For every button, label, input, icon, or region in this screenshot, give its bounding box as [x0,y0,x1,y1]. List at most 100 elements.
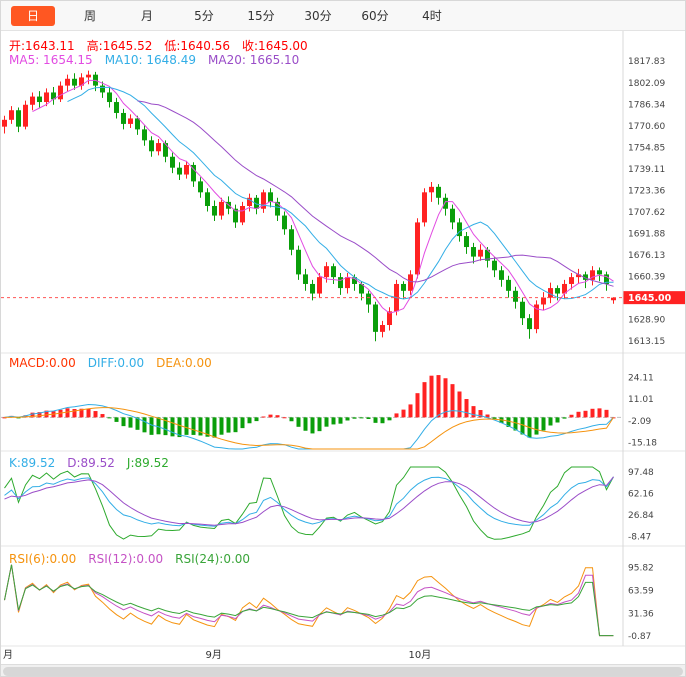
candle-body [576,274,581,278]
axis-tick-label: 1786.34 [628,100,665,110]
tab-day[interactable]: 日 [11,5,55,26]
candle-body [142,129,147,141]
candle-body [548,288,553,298]
rsi6-line [4,564,614,637]
horizontal-scrollbar[interactable] [1,664,685,676]
candle-body [373,304,378,332]
candle-body [555,288,560,294]
axis-tick-label: -0.87 [628,632,651,642]
axis-tick-label: 31.36 [628,609,654,619]
macd-histogram-bar [219,417,224,435]
axis-tick-label: 63.59 [628,587,654,597]
kdj-k-line [4,476,614,527]
axis-tick-label: 26.84 [628,511,654,521]
axis-tick-label: -8.47 [628,533,651,543]
macd-histogram-bar [338,417,343,424]
indicator-value: RSI(6):0.00 [9,552,77,566]
current-price-tag-label: 1645.00 [628,293,672,304]
tab-15min[interactable]: 15分 [247,8,275,23]
indicator-value: 开:1643.11 [9,39,75,53]
candle-body [23,104,28,127]
macd-histogram-bar [443,378,448,418]
macd-histogram-bar [163,417,168,436]
candle-body [492,260,497,271]
macd-histogram-bar [240,417,245,429]
macd-histogram-bar [275,415,280,418]
indicator-value: MA10: 1648.49 [104,53,196,67]
macd-histogram-bar [541,417,546,431]
candle-body [401,283,406,291]
candle-body [583,274,588,280]
candle-body [303,274,308,284]
macd-histogram-bar [590,408,595,418]
macd-histogram-bar [72,409,77,418]
macd-histogram-bar [324,417,329,427]
candle-body [128,118,133,124]
x-axis-month-label: 10月 [409,649,432,661]
candle-body [114,102,119,113]
axis-tick-label: 24.11 [628,374,654,384]
candle-body [240,205,245,223]
macd-histogram-bar [170,417,175,437]
macd-histogram-bar [548,417,553,426]
tab-week[interactable]: 周 [83,8,96,23]
axis-tick-label: 1707.62 [628,208,665,218]
candle-body [359,283,364,294]
ma-header: MA5: 1654.15 MA10: 1648.49 MA20: 1665.10 [9,53,311,67]
axis-tick-label: 95.82 [628,564,654,574]
macd-histogram-bar [16,417,21,419]
macd-histogram-bar [86,408,91,418]
candle-body [100,85,105,93]
candle-body [149,140,154,152]
rsi12-line [4,564,614,637]
indicator-value: J:89.52 [126,456,169,470]
ma20-line [137,100,614,287]
axis-tick-label: 1754.85 [628,143,665,153]
axis-tick-label: 1817.83 [628,57,665,67]
indicator-value: DEA:0.00 [156,356,212,370]
candle-body [79,77,84,86]
candle-body [65,78,70,86]
candle-body [58,85,63,100]
candle-body [177,167,182,175]
rsi24-line [4,564,614,637]
axis-tick-label: -15.18 [628,438,657,448]
macd-histogram-bar [149,417,154,435]
tab-month[interactable]: 月 [140,8,153,23]
axis-tick-label: 97.48 [628,468,654,478]
candle-body [310,283,315,294]
macd-header: MACD:0.00 DIFF:0.00 DEA:0.00 [9,356,224,370]
macd-histogram-bar [191,417,196,435]
candle-body [471,247,476,257]
candle-body [30,96,35,105]
macd-histogram-bar [492,417,497,419]
indicator-value: 低:1640.56 [164,39,231,53]
tab-5min[interactable]: 5分 [194,8,214,23]
macd-histogram-bar [520,417,525,435]
candle-body [219,201,224,216]
candle-body [121,112,126,124]
candle-body [450,208,455,223]
candle-body [338,277,343,289]
macd-histogram-bar [247,417,252,424]
tab-60min[interactable]: 60分 [361,8,389,23]
axis-tick-label: 1613.15 [628,337,665,347]
tab-4hour[interactable]: 4时 [422,8,442,23]
candle-body [569,277,574,284]
candle-body [135,118,140,130]
candle-body [163,143,168,157]
scrollbar-thumb[interactable] [3,667,683,676]
macd-histogram-bar [401,409,406,418]
candle-body [289,229,294,250]
axis-tick-label: 1802.09 [628,79,665,89]
candle-body [387,311,392,326]
macd-histogram-bar [583,410,588,418]
macd-histogram-bar [562,417,567,419]
tab-30min[interactable]: 30分 [304,8,332,23]
chart-canvas[interactable]: 1645.00 1817.83 1802.09 1786.34 1770.60 1754.… [1,31,686,664]
candle-body [534,304,539,330]
macd-histogram-bar [380,417,385,424]
candle-body [513,290,518,302]
ohlc-header: 开:1643.11 高:1645.52 低:1640.56 收:1645.00 [9,37,320,54]
candle-body [429,186,434,193]
